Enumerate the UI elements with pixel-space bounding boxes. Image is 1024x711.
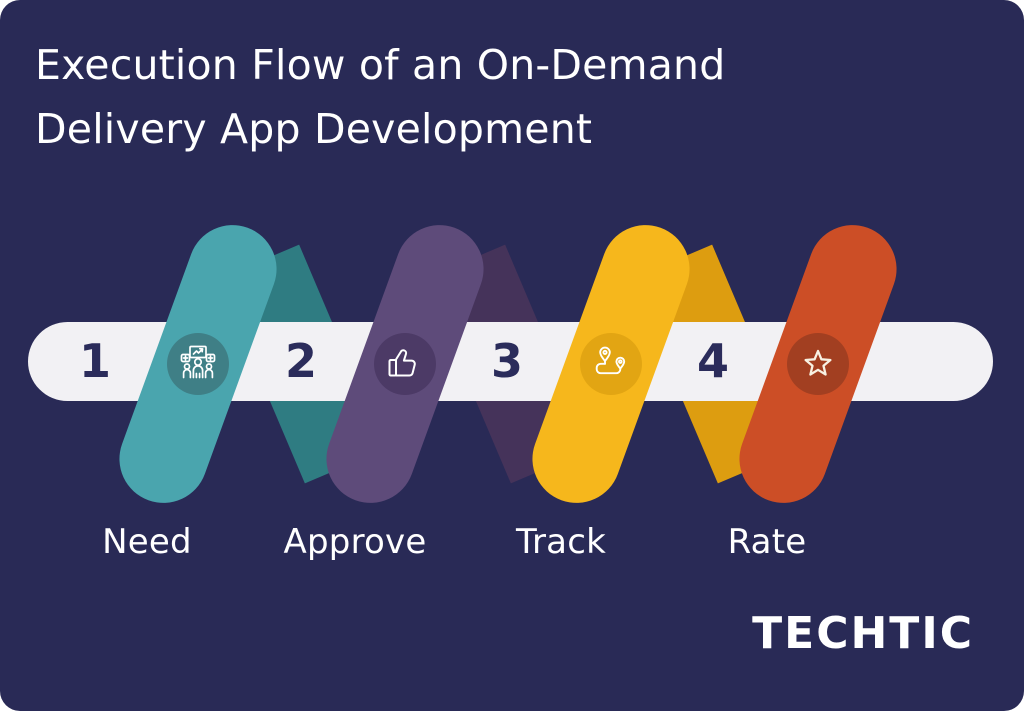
route-tracking-icon: [595, 346, 626, 375]
step-label-rate: Rate: [727, 522, 807, 562]
step-number-4: 4: [696, 334, 729, 388]
icon-badge-4: [787, 333, 849, 395]
techtic-logo: TECHTIC: [752, 608, 974, 659]
timeline-bar: [28, 322, 993, 401]
page-title: Execution Flow of an On-Demand Delivery …: [35, 34, 835, 161]
star-icon: [804, 349, 832, 376]
team-meeting-icon: [180, 345, 216, 379]
step-label-approve: Approve: [283, 522, 427, 562]
step-number-1: 1: [78, 334, 111, 388]
icon-badge-1: [167, 333, 229, 395]
step-label-track: Track: [516, 522, 606, 562]
icon-badge-2: [374, 333, 436, 395]
icon-badge-3: [580, 333, 642, 395]
page-title-line-2: Delivery App Development: [35, 104, 593, 153]
page-title-line-1: Execution Flow of an On-Demand: [35, 41, 726, 89]
step-number-3: 3: [490, 334, 523, 388]
step-number-2: 2: [284, 334, 317, 388]
step-label-need: Need: [102, 522, 192, 562]
thumbs-up-icon: [388, 349, 416, 377]
